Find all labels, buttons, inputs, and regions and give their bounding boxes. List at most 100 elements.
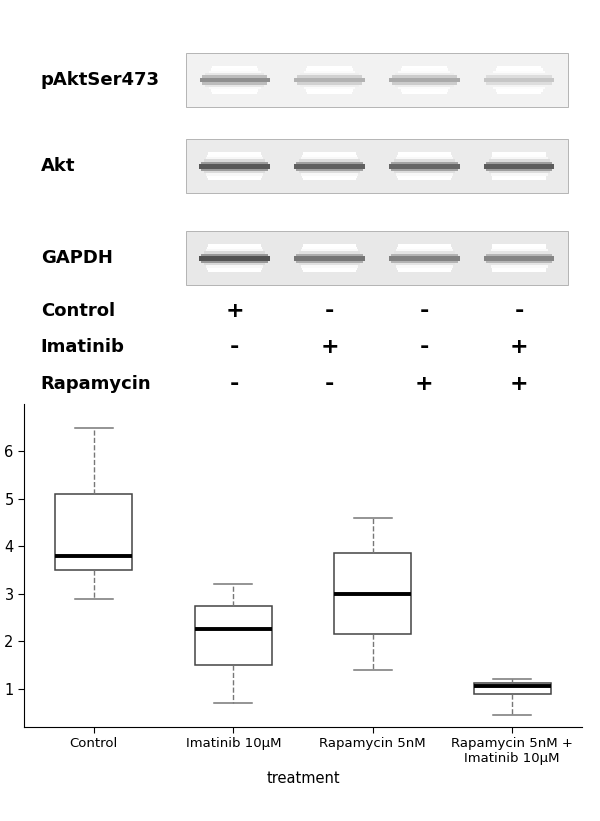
Bar xyxy=(484,78,554,80)
Bar xyxy=(202,260,268,263)
Bar xyxy=(402,66,446,68)
Bar xyxy=(209,71,260,73)
Bar xyxy=(396,249,453,251)
Bar xyxy=(299,159,360,162)
Bar xyxy=(202,162,268,164)
Text: -: - xyxy=(419,301,429,321)
Bar xyxy=(486,254,553,256)
Bar xyxy=(496,68,543,71)
Bar xyxy=(396,265,453,268)
Bar xyxy=(205,73,264,76)
Bar xyxy=(199,256,270,259)
Bar xyxy=(484,256,554,259)
Bar xyxy=(402,92,446,94)
Bar xyxy=(204,251,265,254)
Bar xyxy=(497,92,541,94)
Text: -: - xyxy=(230,337,239,357)
Bar xyxy=(489,159,550,162)
Bar xyxy=(304,87,355,89)
Text: Rapamycin: Rapamycin xyxy=(41,374,151,392)
Bar xyxy=(296,254,362,256)
Bar xyxy=(489,263,550,265)
Bar xyxy=(398,87,450,89)
Bar xyxy=(295,167,365,169)
Bar xyxy=(395,73,454,76)
Bar xyxy=(300,85,359,87)
Text: Akt: Akt xyxy=(41,158,75,176)
Bar xyxy=(206,265,263,268)
Bar xyxy=(202,254,268,256)
Bar xyxy=(493,71,545,73)
Bar xyxy=(295,256,365,259)
Bar xyxy=(204,263,265,265)
Bar xyxy=(208,176,262,178)
Bar xyxy=(208,270,262,273)
Bar xyxy=(301,173,358,176)
Bar xyxy=(391,169,458,171)
Bar xyxy=(206,173,263,176)
Bar xyxy=(398,71,450,73)
Bar xyxy=(296,260,362,263)
Bar xyxy=(484,167,554,169)
Bar xyxy=(301,249,358,251)
Bar xyxy=(492,154,547,157)
Bar xyxy=(487,82,552,85)
Bar xyxy=(392,76,457,78)
Bar xyxy=(391,254,458,256)
Bar xyxy=(489,171,550,173)
Text: -: - xyxy=(230,374,239,393)
Bar xyxy=(301,265,358,268)
Bar xyxy=(491,265,548,268)
Bar xyxy=(398,245,451,246)
Text: GAPDH: GAPDH xyxy=(41,250,113,268)
Bar xyxy=(302,176,357,178)
Bar xyxy=(389,256,460,259)
Bar xyxy=(397,154,452,157)
Bar xyxy=(487,76,552,78)
Bar xyxy=(202,76,268,78)
PathPatch shape xyxy=(55,494,132,570)
Text: -: - xyxy=(419,337,429,357)
Bar xyxy=(301,157,358,159)
Bar xyxy=(208,246,262,249)
Bar xyxy=(208,154,262,157)
Bar xyxy=(490,85,548,87)
Bar xyxy=(199,259,270,260)
Bar xyxy=(306,68,353,71)
Text: +: + xyxy=(510,374,529,393)
Text: -: - xyxy=(325,374,334,393)
Bar xyxy=(300,73,359,76)
Text: +: + xyxy=(510,337,529,357)
Bar xyxy=(492,246,547,249)
Bar xyxy=(295,164,365,167)
Text: +: + xyxy=(226,301,244,321)
Bar xyxy=(491,157,548,159)
Text: +: + xyxy=(320,337,339,357)
Text: pAktSer473: pAktSer473 xyxy=(41,71,160,89)
Bar xyxy=(306,89,353,92)
Bar xyxy=(299,171,360,173)
Bar xyxy=(186,53,568,107)
Bar xyxy=(208,245,262,246)
Bar xyxy=(302,154,357,157)
Bar xyxy=(307,92,352,94)
Bar xyxy=(211,89,258,92)
Bar xyxy=(295,78,365,80)
Bar xyxy=(493,270,546,273)
Bar xyxy=(496,89,543,92)
Bar xyxy=(398,178,451,181)
Bar xyxy=(208,178,262,181)
Bar xyxy=(398,270,451,273)
Text: Control: Control xyxy=(41,302,115,320)
Bar xyxy=(392,82,457,85)
Bar xyxy=(211,68,258,71)
Bar xyxy=(304,71,355,73)
Bar xyxy=(303,245,356,246)
Bar xyxy=(492,176,547,178)
Bar xyxy=(302,268,357,270)
Bar xyxy=(200,80,270,82)
Bar xyxy=(391,162,458,164)
Bar xyxy=(212,66,257,68)
Text: -: - xyxy=(325,301,334,321)
Bar xyxy=(389,259,460,260)
